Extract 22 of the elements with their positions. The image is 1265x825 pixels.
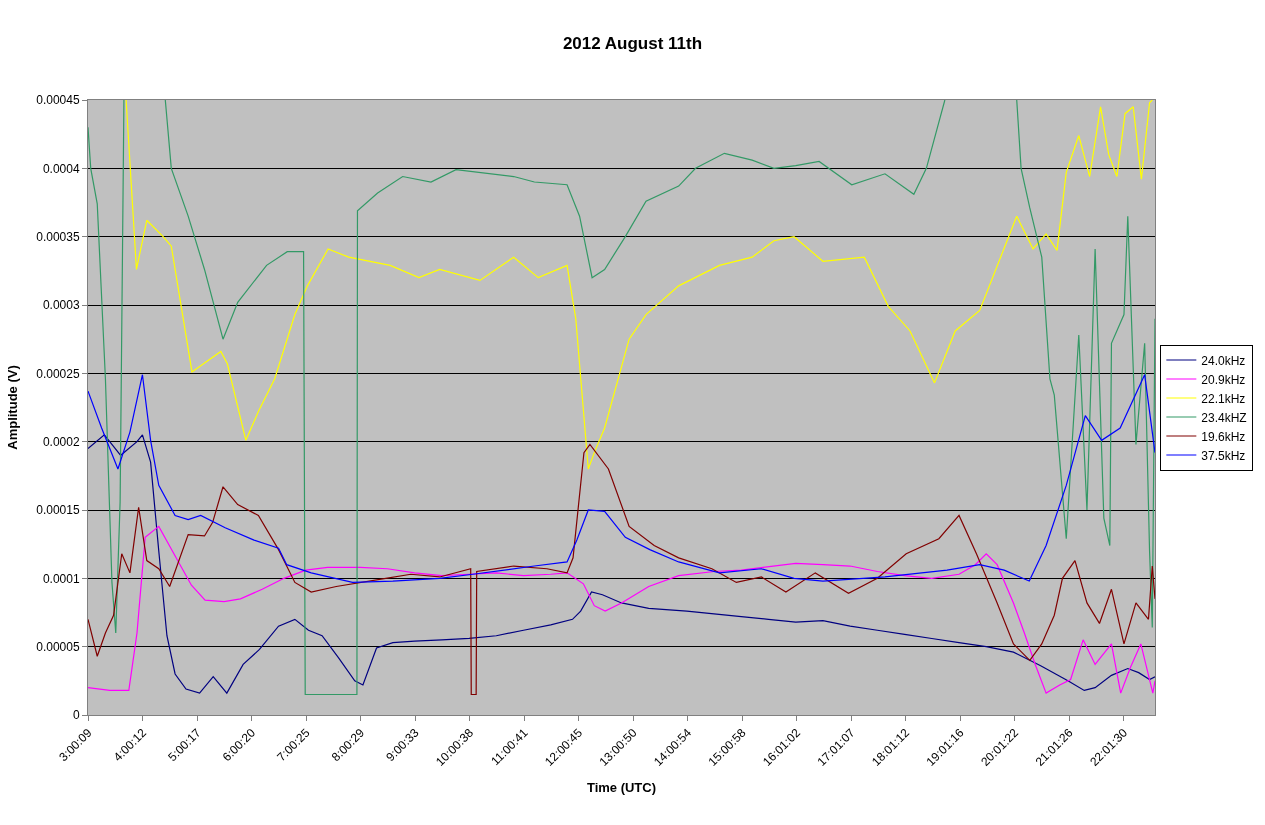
line-series <box>125 100 1153 470</box>
legend-label: 23.4kHZ <box>1201 410 1247 425</box>
chart-title: 2012 August 11th <box>562 34 703 54</box>
line-series <box>88 525 1155 694</box>
y-tick-label: 0.0002 <box>42 434 80 449</box>
y-tick-label: 0.0003 <box>42 298 80 313</box>
y-tick-label: 0 <box>72 708 80 723</box>
legend-label: 20.9kHz <box>1201 372 1246 387</box>
y-tick-label: 0.0001 <box>42 571 80 586</box>
y-tick-label: 0.00035 <box>36 229 80 244</box>
legend-label: 22.1kHz <box>1201 391 1246 406</box>
y-tick-label: 0.00015 <box>36 503 80 518</box>
y-tick-label: 0.00045 <box>36 93 80 108</box>
line-series <box>88 374 1155 584</box>
legend-label: 37.5kHz <box>1201 448 1246 463</box>
x-axis-title: Time (UTC) <box>586 780 657 796</box>
legend-label: 24.0kHz <box>1201 353 1246 368</box>
y-axis-title: Amplitude (V) <box>5 365 21 450</box>
y-tick-label: 0.00005 <box>36 639 80 654</box>
y-tick-label: 0.0004 <box>42 161 80 176</box>
y-tick-label: 0.00025 <box>36 366 80 381</box>
legend-label: 19.6kHz <box>1201 429 1246 444</box>
